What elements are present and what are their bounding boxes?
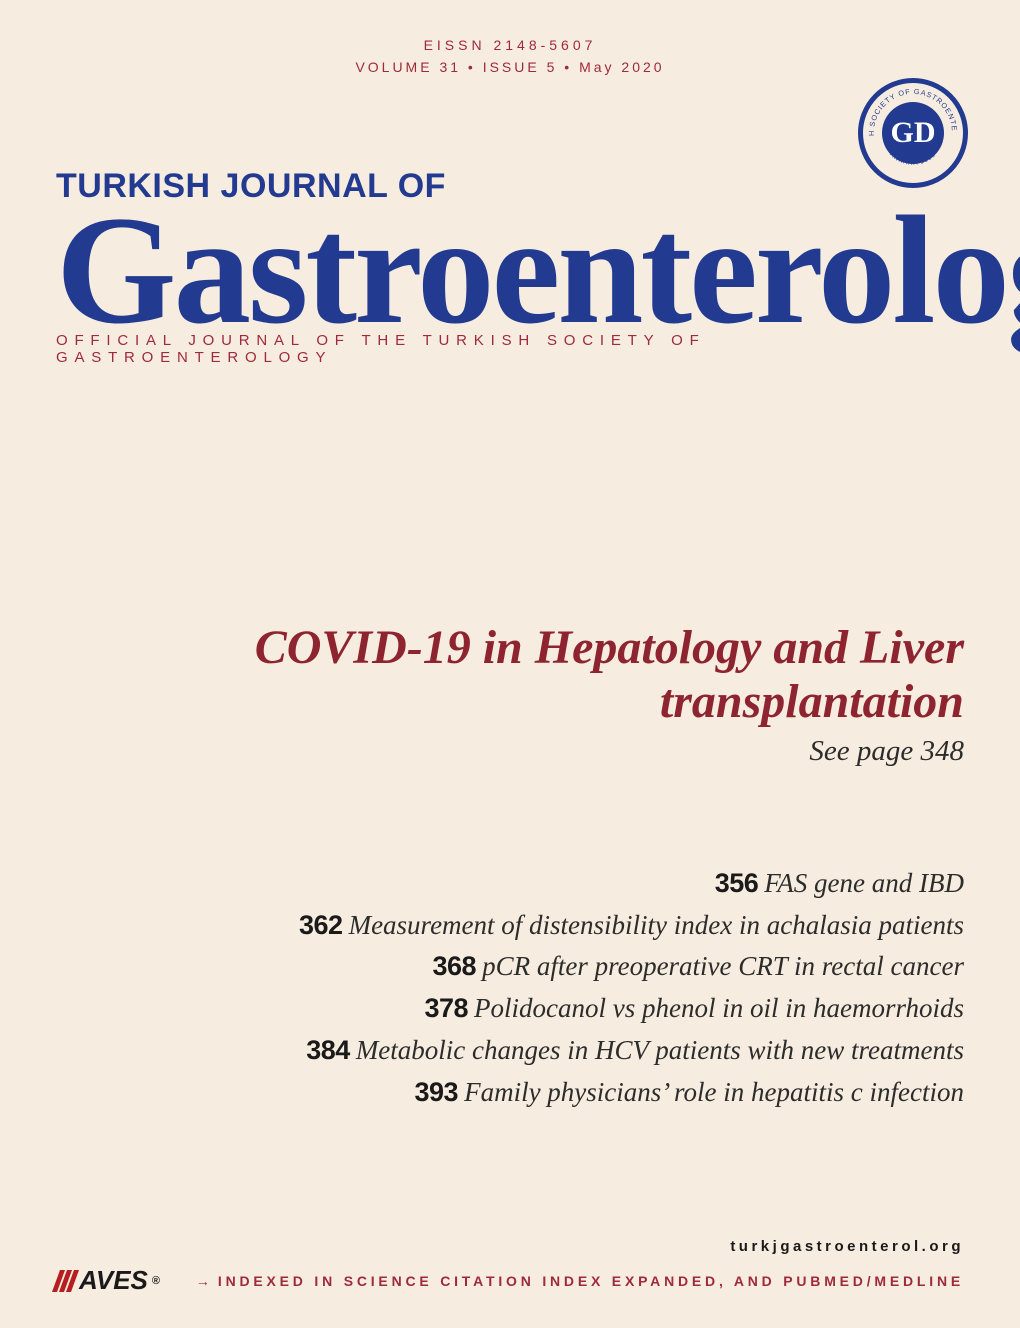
- toc-entry: 378Polidocanol vs phenol in oil in haemo…: [56, 988, 964, 1030]
- indexed-text: INDEXED IN SCIENCE CITATION INDEX EXPAND…: [218, 1273, 964, 1289]
- toc-title: Measurement of distensibility index in a…: [349, 910, 964, 940]
- toc-entry: 368pCR after preoperative CRT in rectal …: [56, 946, 964, 988]
- journal-cover: EISSN 2148-5607 VOLUME 31 • ISSUE 5 • Ma…: [0, 0, 1020, 1328]
- indexing-info: → INDEXED IN SCIENCE CITATION INDEX EXPAN…: [196, 1273, 964, 1289]
- registered-mark: ®: [152, 1275, 160, 1287]
- feature-article: COVID-19 in Hepatology and Liver transpl…: [56, 621, 964, 768]
- footer: turkjgastroenterol.org AVES ® → INDEXED IN…: [56, 1238, 964, 1296]
- toc-page: 368: [433, 951, 477, 981]
- table-of-contents: 356FAS gene and IBD 362Measurement of di…: [56, 863, 964, 1114]
- toc-title: Family physicians’ role in hepatitis c i…: [464, 1077, 964, 1107]
- toc-page: 393: [415, 1077, 459, 1107]
- footer-row: AVES ® → INDEXED IN SCIENCE CITATION INDEX…: [56, 1265, 964, 1296]
- society-logo: TURKISH SOCIETY OF GASTROENTEROLOGY • AN…: [858, 78, 968, 188]
- toc-entry: 356FAS gene and IBD: [56, 863, 964, 905]
- toc-entry: 362Measurement of distensibility index i…: [56, 905, 964, 947]
- toc-entry: 384Metabolic changes in HCV patients wit…: [56, 1030, 964, 1072]
- toc-page: 362: [299, 910, 343, 940]
- logo-inner-text: GD: [891, 116, 936, 150]
- publisher-logo: AVES ®: [56, 1265, 160, 1296]
- volume-issue-date: VOLUME 31 • ISSUE 5 • May 2020: [56, 56, 964, 78]
- masthead: TURKISH JOURNAL OF Gastroenterology OFFI…: [56, 167, 964, 366]
- issue-meta: EISSN 2148-5607 VOLUME 31 • ISSUE 5 • Ma…: [56, 34, 964, 79]
- toc-title: pCR after preoperative CRT in rectal can…: [482, 951, 964, 981]
- logo-ring: TURKISH SOCIETY OF GASTROENTEROLOGY • AN…: [858, 78, 968, 188]
- eissn-text: EISSN 2148-5607: [56, 34, 964, 56]
- toc-page: 384: [306, 1035, 350, 1065]
- publisher-name: AVES: [79, 1265, 148, 1296]
- toc-title: Metabolic changes in HCV patients with n…: [356, 1035, 964, 1065]
- toc-page: 356: [715, 868, 759, 898]
- arrow-icon: →: [196, 1273, 210, 1289]
- logo-inner: GD: [882, 102, 944, 164]
- aves-stripes-icon: [52, 1270, 79, 1292]
- journal-title-big: Gastroenterology: [56, 202, 964, 338]
- toc-entry: 393Family physicians’ role in hepatitis …: [56, 1072, 964, 1114]
- toc-title: Polidocanol vs phenol in oil in haemorrh…: [474, 993, 964, 1023]
- toc-page: 378: [424, 993, 468, 1023]
- feature-page-ref: See page 348: [56, 735, 964, 768]
- toc-title: FAS gene and IBD: [764, 868, 964, 898]
- feature-headline: COVID-19 in Hepatology and Liver transpl…: [56, 621, 964, 729]
- journal-url: turkjgastroenterol.org: [56, 1238, 964, 1255]
